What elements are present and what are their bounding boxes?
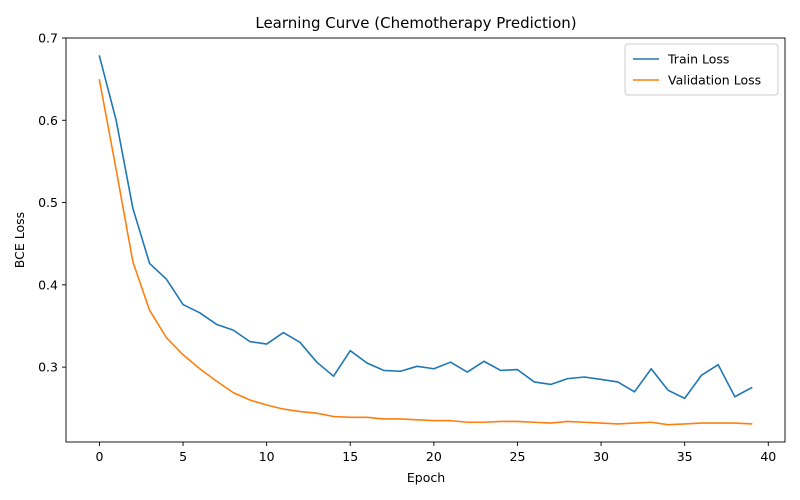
x-tick-label: 20 [426,449,442,464]
x-tick-label: 25 [510,449,526,464]
legend-label: Train Loss [667,52,729,67]
axes: 0 5 10 15 20 25 30 35 40 0.3 0.4 0.5 0.6 0.7 [38,31,786,464]
legend: Train Loss Validation Loss [624,43,779,96]
legend-label: Validation Loss [668,73,761,88]
plot-area [66,38,785,442]
x-tick-label: 40 [760,449,776,464]
y-tick-label: 0.4 [38,277,58,292]
x-tick-label: 35 [677,449,693,464]
x-tick-label: 10 [259,449,275,464]
legend-box [624,43,779,96]
series-lines [98,55,753,426]
x-tick-label: 15 [342,449,358,464]
x-tick-label: 0 [95,449,103,464]
y-tick-label: 0.7 [38,31,58,46]
y-tick-label: 0.5 [38,195,58,210]
y-tick-label: 0.6 [38,113,58,128]
axes-frame [65,37,786,443]
x-axis-label: Epoch [407,470,445,485]
series-line-train-loss [98,55,753,400]
x-tick-label: 5 [179,449,187,464]
series-line-validation-loss [98,79,753,426]
y-axis-label: BCE Loss [12,212,27,268]
x-tick-label: 30 [593,449,609,464]
chart-title: Learning Curve (Chemotherapy Prediction) [255,14,576,32]
y-tick-label: 0.3 [38,360,58,375]
